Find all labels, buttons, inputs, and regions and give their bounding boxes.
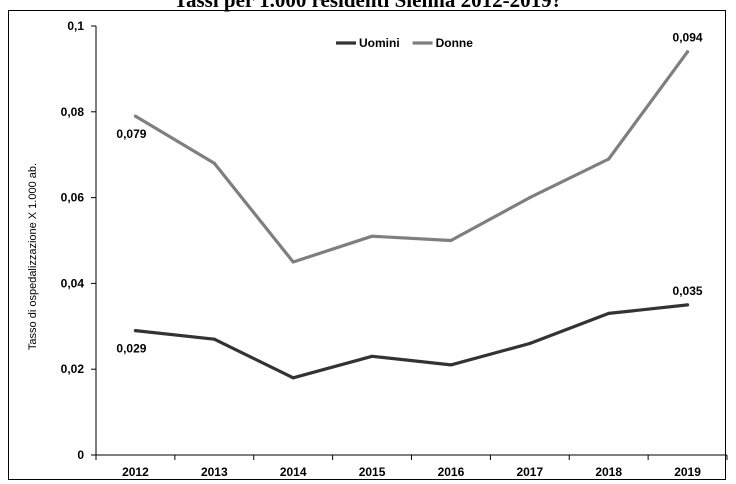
data-label: 0,029 bbox=[116, 342, 146, 356]
y-tick-label: 0,04 bbox=[61, 276, 85, 290]
legend-label: Uomini bbox=[359, 36, 400, 50]
x-tick-label: 2013 bbox=[201, 465, 228, 479]
y-tick-label: 0 bbox=[77, 448, 84, 462]
y-tick-labels: 0 0,02 0,04 0,06 0,08 0,1 bbox=[61, 19, 85, 462]
x-tick-labels: 2012 2013 2014 2015 2016 2017 2018 2019 bbox=[122, 465, 701, 479]
series-line-donne bbox=[134, 50, 689, 264]
axes bbox=[91, 25, 728, 460]
data-label: 0,094 bbox=[673, 31, 703, 45]
data-point-donne bbox=[607, 157, 611, 161]
series-lines bbox=[133, 50, 690, 380]
data-point-uomini bbox=[607, 311, 611, 316]
data-point-uomini bbox=[212, 337, 216, 341]
x-tick-label: 2014 bbox=[280, 465, 307, 479]
y-axis-label: Tasso di ospedalizzazione X 1.000 ab. bbox=[27, 163, 39, 350]
legend: Uomini Donne bbox=[336, 36, 473, 50]
x-tick-label: 2012 bbox=[122, 465, 149, 479]
data-point-uomini bbox=[370, 354, 374, 358]
series-line-uomini bbox=[135, 303, 688, 380]
data-point-donne bbox=[370, 234, 374, 238]
data-point-uomini bbox=[685, 303, 690, 307]
data-label: 0,035 bbox=[673, 284, 703, 298]
data-point-donne bbox=[528, 196, 532, 200]
x-tick-label: 2017 bbox=[516, 465, 543, 479]
y-tick-label: 0,02 bbox=[61, 362, 85, 376]
data-point-donne bbox=[291, 260, 295, 264]
y-tick-label: 0,08 bbox=[61, 105, 85, 119]
chart-title: Tassi per 1.000 residenti Sienna 2012-20… bbox=[173, 0, 563, 12]
data-point-donne bbox=[133, 114, 138, 118]
x-tick-label: 2016 bbox=[438, 465, 465, 479]
x-tick-label: 2019 bbox=[674, 465, 701, 479]
data-label: 0,079 bbox=[116, 127, 146, 141]
x-tick-label: 2015 bbox=[359, 465, 386, 479]
y-tick-label: 0,1 bbox=[67, 19, 84, 33]
data-point-uomini bbox=[291, 376, 295, 380]
chart-frame bbox=[8, 10, 726, 480]
data-point-uomini bbox=[528, 341, 532, 346]
data-point-donne bbox=[685, 50, 690, 54]
data-point-donne bbox=[212, 161, 216, 165]
data-point-donne bbox=[449, 238, 453, 243]
y-tick-label: 0,06 bbox=[61, 191, 85, 205]
x-tick-label: 2018 bbox=[595, 465, 622, 479]
legend-label: Donne bbox=[436, 36, 474, 50]
data-labels: 0,029 0,035 0,079 0,094 bbox=[116, 31, 702, 356]
data-point-uomini bbox=[449, 363, 453, 367]
data-point-uomini bbox=[133, 328, 138, 333]
